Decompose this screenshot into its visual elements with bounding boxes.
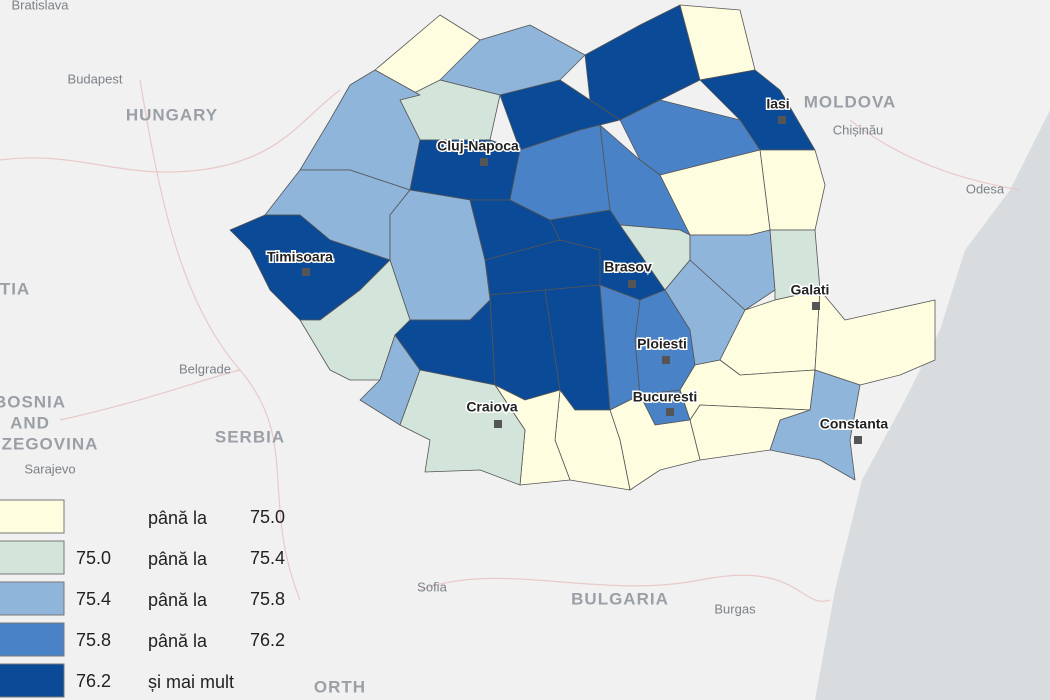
country-label: HUNGARY [126,105,218,124]
legend-text: și mai mult [148,672,234,692]
city-marker [494,420,502,428]
city-name: Ploiesti [637,336,687,352]
legend-swatch [0,499,65,534]
city-marker [480,158,488,166]
city-label: Sofia [417,579,447,594]
regions [229,4,936,491]
city-marker [812,302,820,310]
city-label: Bratislava [11,0,69,12]
city-label: Odesa [966,181,1005,196]
legend-to: 76.2 [250,630,285,650]
labels: Bratislava Budapest HUNGARY MOLDOVA Chișinău… [0,0,1005,698]
city-marker [628,280,636,288]
legend-from: 75.8 [76,630,111,650]
city-name: Constanta [820,416,889,432]
city-label: Belgrade [179,361,231,376]
city-name: Brasov [604,259,652,275]
roads [0,79,1021,602]
city-name: Cluj-Napoca [437,138,519,154]
country-label: BOSNIA [0,392,66,411]
country-label: TIA [0,279,30,298]
legend-from: 75.0 [76,548,111,568]
country-label: ORTH [314,677,366,696]
legend-from: 75.4 [76,589,111,609]
city-marker [778,116,786,124]
legend-swatch [0,622,65,657]
city-marker [662,356,670,364]
city-name: Galati [791,282,830,298]
legend-swatch [0,540,65,575]
legend-to: 75.4 [250,548,285,568]
legend-to: 75.0 [250,507,285,527]
city-label: Chișinău [833,122,884,137]
country-label: SERBIA [215,427,285,446]
legend-swatch [0,581,65,616]
country-label: ZEGOVINA [2,434,99,453]
city-name: Craiova [466,399,518,415]
legend-text: până la [148,508,208,528]
city-marker [302,268,310,276]
legend-to: 75.8 [250,589,285,609]
city-name: Iasi [766,96,789,112]
country-label: MOLDOVA [804,92,897,111]
legend-swatch [0,663,65,698]
country-label: BULGARIA [571,589,669,608]
city-name: Bucuresti [633,389,698,405]
city-label: Burgas [714,601,756,616]
legend-text: până la [148,590,208,610]
legend-text: până la [148,549,208,569]
city-marker [666,408,674,416]
sea [815,110,1050,700]
county [399,369,526,486]
legend-from: 76.2 [76,671,111,691]
county [759,149,826,231]
city-marker [854,436,862,444]
country-label: AND [10,413,50,432]
city-label: Sarajevo [24,461,75,476]
city-label: Budapest [68,71,123,86]
legend-text: până la [148,631,208,651]
city-name: Timisoara [267,249,333,265]
